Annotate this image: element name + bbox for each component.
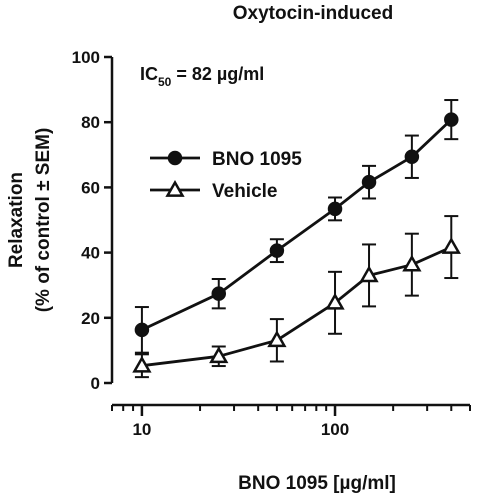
ic50-annotation: IC50 = 82 µg/ml bbox=[140, 64, 264, 89]
data-point bbox=[359, 265, 379, 283]
data-point bbox=[132, 355, 152, 373]
data-point bbox=[267, 330, 287, 348]
data-point bbox=[404, 149, 420, 165]
data-point bbox=[327, 201, 343, 217]
legend-marker bbox=[167, 150, 183, 166]
y-tick-label: 40 bbox=[81, 244, 100, 263]
y-axis-label-line-2: (% of control ± SEM) bbox=[33, 128, 54, 313]
series-vehicle bbox=[132, 215, 461, 379]
x-tick-label: 100 bbox=[321, 420, 349, 439]
x-axis-label: BNO 1095 [µg/ml] bbox=[238, 473, 396, 494]
axes: 0 20 40 60 80 100 10 100 bbox=[72, 48, 471, 439]
legend-item: BNO 1095 bbox=[150, 149, 302, 170]
data-point bbox=[441, 237, 461, 254]
data-point bbox=[444, 112, 459, 127]
y-axis-label-line-1: Relaxation bbox=[6, 172, 27, 268]
series-bno-1095 bbox=[134, 99, 459, 354]
chart-title: Oxytocin-induced bbox=[233, 3, 393, 24]
series-layer bbox=[132, 99, 461, 379]
y-tick-label: 0 bbox=[91, 374, 100, 393]
y-tick-label: 100 bbox=[72, 48, 100, 67]
y-tick-label: 20 bbox=[81, 309, 100, 328]
data-point bbox=[134, 322, 150, 338]
data-point bbox=[402, 254, 422, 272]
ic50-prefix: IC bbox=[140, 64, 158, 84]
data-point bbox=[269, 243, 285, 258]
legend-item: Vehicle bbox=[150, 179, 278, 202]
legend-label: BNO 1095 bbox=[212, 149, 302, 170]
legend-marker bbox=[165, 179, 185, 197]
ic50-subscript: 50 bbox=[158, 75, 172, 89]
y-tick-label: 80 bbox=[81, 113, 100, 132]
ic50-value: = 82 µg/ml bbox=[171, 64, 264, 84]
data-point bbox=[325, 292, 345, 310]
y-tick-label: 60 bbox=[81, 178, 100, 197]
data-point bbox=[361, 174, 377, 190]
legend: BNO 1095 Vehicle bbox=[150, 149, 302, 202]
x-tick-label: 10 bbox=[132, 420, 151, 439]
legend-label: Vehicle bbox=[212, 181, 278, 202]
series-line bbox=[141, 245, 452, 368]
data-point bbox=[211, 286, 227, 301]
data-point bbox=[209, 346, 229, 364]
